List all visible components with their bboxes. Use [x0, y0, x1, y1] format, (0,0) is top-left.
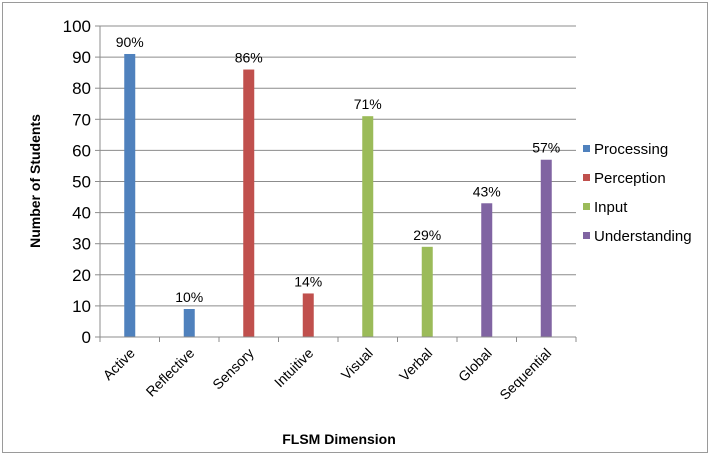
y-tick-label: 30 [72, 235, 91, 254]
y-tick-label: 90 [72, 48, 91, 67]
bar-visual [362, 116, 374, 337]
x-tick-label: Verbal [396, 345, 435, 384]
x-tick-label: Sequential [496, 345, 554, 403]
y-tick-label: 60 [72, 141, 91, 160]
y-tick-label: 50 [72, 173, 91, 192]
bar-global [481, 203, 493, 337]
data-labels: 90% 10% 86% 14% 71% 29% 43% 57% [116, 34, 561, 305]
gridlines [100, 25, 576, 307]
data-label-active: 90% [116, 34, 144, 50]
bar-reflective [183, 309, 195, 337]
bars [124, 53, 552, 338]
bar-sensory [243, 69, 255, 337]
legend-label: Processing [594, 141, 668, 158]
x-tick-label: Visual [338, 345, 376, 383]
data-label-intuitive: 14% [294, 273, 322, 289]
legend-swatch [583, 203, 590, 210]
x-axis-title: FLSM Dimension [282, 431, 396, 447]
data-label-sensory: 86% [235, 50, 263, 66]
y-tick-label: 100 [63, 17, 91, 36]
data-label-reflective: 10% [175, 289, 203, 305]
y-axis-title: Number of Students [27, 114, 43, 248]
y-tick-label: 40 [72, 204, 91, 223]
y-tick-label: 70 [72, 110, 91, 129]
data-label-visual: 71% [354, 96, 382, 112]
legend: Processing Perception Input Understanding [583, 141, 692, 245]
x-tick-label: Reflective [143, 345, 198, 400]
legend-swatch [583, 174, 590, 181]
bar-sequential [540, 159, 552, 337]
data-label-global: 43% [473, 183, 501, 199]
legend-swatch [583, 145, 590, 152]
y-tick-label: 10 [72, 297, 91, 316]
chart-frame [2, 2, 708, 453]
y-tick-label: 80 [72, 79, 91, 98]
x-tick-label: Global [455, 345, 495, 385]
bar-active [124, 53, 136, 338]
y-tick-label: 20 [72, 266, 91, 285]
y-axis-ticks: 0 10 20 30 40 50 60 70 80 90 100 [63, 17, 100, 347]
data-label-sequential: 57% [532, 140, 560, 156]
bar-verbal [421, 246, 433, 337]
y-tick-label: 0 [82, 328, 91, 347]
data-label-verbal: 29% [413, 227, 441, 243]
x-axis [99, 26, 577, 342]
legend-label: Input [594, 199, 628, 216]
bar-intuitive [302, 293, 314, 337]
legend-swatch [583, 232, 590, 239]
x-tick-label: Intuitive [271, 345, 317, 391]
legend-label: Understanding [594, 228, 692, 245]
x-tick-label: Active [100, 345, 138, 383]
legend-label: Perception [594, 170, 666, 187]
x-axis-ticks: Active Reflective Sensory Intuitive Visual Ve… [100, 345, 555, 403]
x-tick-label: Sensory [209, 345, 257, 393]
